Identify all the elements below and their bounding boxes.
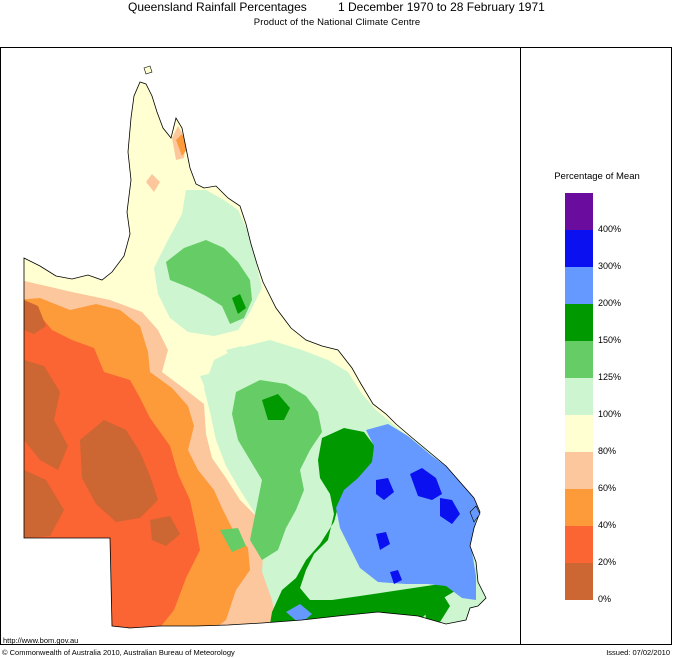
legend-swatch [565, 526, 593, 563]
legend-label: 100% [598, 409, 622, 419]
source-url[interactable]: http://www.bom.gov.au [3, 636, 79, 645]
legend-swatch [565, 267, 593, 304]
map-title: Queensland Rainfall Percentages 1 Decemb… [0, 0, 674, 14]
map-frame [0, 47, 672, 645]
legend-swatch [565, 230, 593, 267]
legend-title: Percentage of Mean [554, 171, 640, 182]
map-title-period: 1 December 1970 to 28 February 1971 [338, 0, 545, 14]
legend-swatch [565, 304, 593, 341]
legend-label: 20% [598, 557, 617, 567]
legend-label: 300% [598, 261, 622, 271]
legend-swatch [565, 378, 593, 415]
copyright-text: © Commonwealth of Australia 2010, Austra… [2, 648, 235, 657]
legend-label: 40% [598, 520, 617, 530]
rainfall-map [23, 65, 487, 629]
legend-label: 60% [598, 483, 617, 493]
legend-label: 150% [598, 335, 622, 345]
legend-label: 0% [598, 594, 612, 604]
legend-swatch [565, 415, 593, 452]
legend-swatch [565, 489, 593, 526]
legend-label: 400% [598, 224, 622, 234]
map-title-region: Queensland Rainfall Percentages [128, 0, 307, 14]
legend-label: 80% [598, 446, 617, 456]
legend-swatch [565, 563, 593, 600]
legend-swatch [565, 193, 593, 230]
legend-label: 125% [598, 372, 622, 382]
legend-divider [520, 47, 521, 645]
legend-swatch [565, 341, 593, 378]
legend-label: 200% [598, 298, 622, 308]
legend-swatch [565, 452, 593, 489]
map-subtitle: Product of the National Climate Centre [253, 17, 421, 28]
issued-date: Issued: 07/02/2010 [606, 648, 670, 657]
